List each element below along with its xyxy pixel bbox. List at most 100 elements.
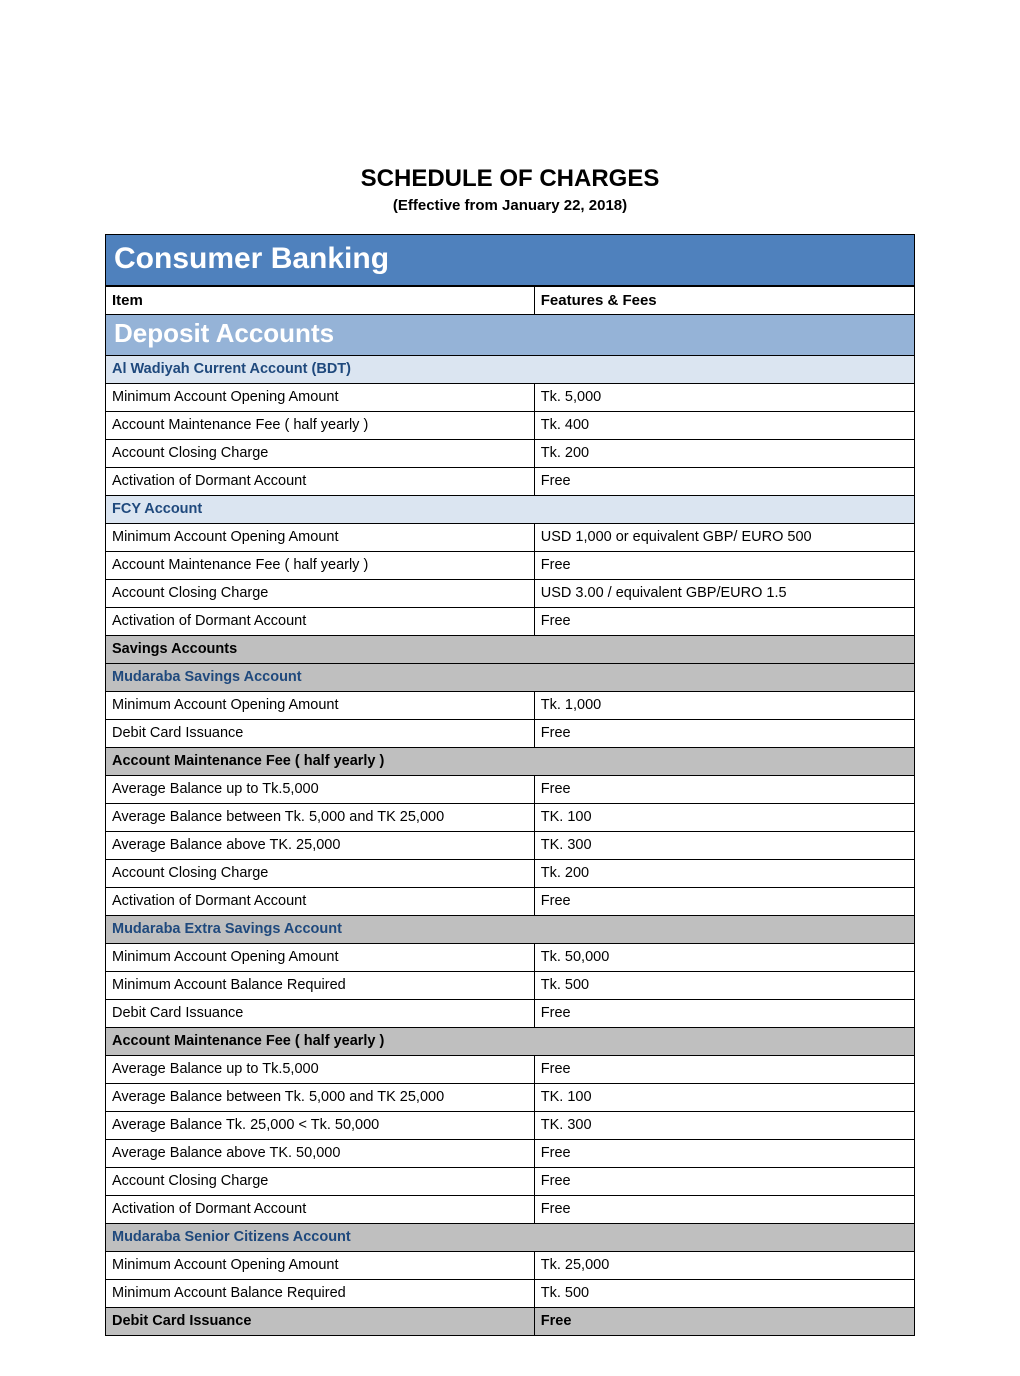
- cell: Account Maintenance Fee ( half yearly ): [106, 1028, 915, 1056]
- table-row: Account Closing ChargeTk. 200: [106, 439, 915, 467]
- cell-item: Average Balance between Tk. 5,000 and TK…: [106, 1084, 535, 1112]
- cell-fee: USD 1,000 or equivalent GBP/ EURO 500: [534, 524, 914, 552]
- charges-table: Consumer BankingItemFeatures & FeesDepos…: [105, 234, 915, 1336]
- cell-fee: TK. 100: [534, 1084, 914, 1112]
- cell-item: Account Closing Charge: [106, 439, 535, 467]
- cell-item: Minimum Account Balance Required: [106, 1280, 535, 1308]
- table-row: Average Balance above TK. 50,000Free: [106, 1140, 915, 1168]
- cell-item: Minimum Account Balance Required: [106, 972, 535, 1000]
- table-row: Minimum Account Opening AmountTk. 1,000: [106, 692, 915, 720]
- cell-item: Average Balance between Tk. 5,000 and TK…: [106, 804, 535, 832]
- table-row: Activation of Dormant AccountFree: [106, 468, 915, 496]
- cell-item: Account Maintenance Fee ( half yearly ): [106, 411, 535, 439]
- cell-fee: Tk. 1,000: [534, 692, 914, 720]
- cell: Mudaraba Senior Citizens Account: [106, 1224, 915, 1252]
- page-title: SCHEDULE OF CHARGES: [105, 165, 915, 193]
- cell: Mudaraba Savings Account: [106, 664, 915, 692]
- table-row: Minimum Account Opening AmountTk. 5,000: [106, 383, 915, 411]
- table-row: Account Maintenance Fee ( half yearly )T…: [106, 411, 915, 439]
- cell-fee: Free: [534, 776, 914, 804]
- table-row: Account Closing ChargeTk. 200: [106, 860, 915, 888]
- cell-item: Account Closing Charge: [106, 580, 535, 608]
- cell-fee: USD 3.00 / equivalent GBP/EURO 1.5: [534, 580, 914, 608]
- page: SCHEDULE OF CHARGES (Effective from Janu…: [0, 0, 1020, 1376]
- cell-fee: Free: [534, 1196, 914, 1224]
- cell-fee: Tk. 25,000: [534, 1252, 914, 1280]
- table-row: Minimum Account Opening AmountTk. 25,000: [106, 1252, 915, 1280]
- cell-item: Debit Card Issuance: [106, 1308, 535, 1336]
- table-row: Al Wadiyah Current Account (BDT): [106, 355, 915, 383]
- table-row: Average Balance above TK. 25,000TK. 300: [106, 832, 915, 860]
- cell-item: Account Closing Charge: [106, 860, 535, 888]
- cell-item: Activation of Dormant Account: [106, 608, 535, 636]
- cell-fee: TK. 300: [534, 832, 914, 860]
- cell-item: Minimum Account Opening Amount: [106, 1252, 535, 1280]
- table-row: Debit Card IssuanceFree: [106, 1000, 915, 1028]
- table-row: Activation of Dormant AccountFree: [106, 888, 915, 916]
- cell-fee: TK. 300: [534, 1112, 914, 1140]
- page-subtitle: (Effective from January 22, 2018): [105, 197, 915, 214]
- cell: Mudaraba Extra Savings Account: [106, 916, 915, 944]
- cell: Deposit Accounts: [106, 315, 915, 356]
- cell-item: Minimum Account Opening Amount: [106, 524, 535, 552]
- cell-fee: Tk. 50,000: [534, 944, 914, 972]
- cell-fee: Free: [534, 888, 914, 916]
- cell-fee: Free: [534, 608, 914, 636]
- cell-fee: TK. 100: [534, 804, 914, 832]
- table-row: Debit Card IssuanceFree: [106, 1308, 915, 1336]
- cell-fee: Tk. 500: [534, 972, 914, 1000]
- table-row: Average Balance up to Tk.5,000Free: [106, 776, 915, 804]
- table-row: Account Closing ChargeFree: [106, 1168, 915, 1196]
- table-row: Account Maintenance Fee ( half yearly )F…: [106, 552, 915, 580]
- cell-fee: Tk. 500: [534, 1280, 914, 1308]
- cell-fee: Free: [534, 1056, 914, 1084]
- cell: Al Wadiyah Current Account (BDT): [106, 355, 915, 383]
- table-row: Average Balance Tk. 25,000 < Tk. 50,000 …: [106, 1112, 915, 1140]
- cell-fee: Free: [534, 1000, 914, 1028]
- table-row: Activation of Dormant AccountFree: [106, 1196, 915, 1224]
- cell-item: Activation of Dormant Account: [106, 1196, 535, 1224]
- cell-fee: Free: [534, 552, 914, 580]
- cell-item: Item: [106, 286, 535, 315]
- cell-item: Debit Card Issuance: [106, 1000, 535, 1028]
- table-row: Mudaraba Senior Citizens Account: [106, 1224, 915, 1252]
- table-row: Savings Accounts: [106, 636, 915, 664]
- cell-item: Average Balance Tk. 25,000 < Tk. 50,000: [106, 1112, 535, 1140]
- table-row: Average Balance between Tk. 5,000 and TK…: [106, 804, 915, 832]
- table-row: ItemFeatures & Fees: [106, 286, 915, 315]
- table-row: Mudaraba Savings Account: [106, 664, 915, 692]
- cell-fee: Free: [534, 720, 914, 748]
- cell-item: Minimum Account Opening Amount: [106, 383, 535, 411]
- table-row: Deposit Accounts: [106, 315, 915, 356]
- cell-item: Account Closing Charge: [106, 1168, 535, 1196]
- table-row: Mudaraba Extra Savings Account: [106, 916, 915, 944]
- cell-fee: Free: [534, 1140, 914, 1168]
- cell-item: Average Balance above TK. 50,000: [106, 1140, 535, 1168]
- cell-item: Minimum Account Opening Amount: [106, 944, 535, 972]
- table-row: Minimum Account Opening AmountTk. 50,000: [106, 944, 915, 972]
- cell-fee: Tk. 200: [534, 439, 914, 467]
- table-row: Account Closing ChargeUSD 3.00 / equival…: [106, 580, 915, 608]
- table-row: Account Maintenance Fee ( half yearly ): [106, 1028, 915, 1056]
- table-row: Minimum Account Opening AmountUSD 1,000 …: [106, 524, 915, 552]
- cell-item: Debit Card Issuance: [106, 720, 535, 748]
- table-row: Consumer Banking: [106, 235, 915, 286]
- cell-fee: Free: [534, 1168, 914, 1196]
- table-row: Average Balance up to Tk.5,000Free: [106, 1056, 915, 1084]
- table-row: Activation of Dormant AccountFree: [106, 608, 915, 636]
- table-row: Minimum Account Balance RequiredTk. 500: [106, 1280, 915, 1308]
- table-row: Minimum Account Balance RequiredTk. 500: [106, 972, 915, 1000]
- table-row: FCY Account: [106, 496, 915, 524]
- cell-fee: Tk. 5,000: [534, 383, 914, 411]
- table-row: Debit Card IssuanceFree: [106, 720, 915, 748]
- cell-fee: Free: [534, 468, 914, 496]
- cell: Savings Accounts: [106, 636, 915, 664]
- table-row: Average Balance between Tk. 5,000 and TK…: [106, 1084, 915, 1112]
- cell-fee: Tk. 200: [534, 860, 914, 888]
- table-row: Account Maintenance Fee ( half yearly ): [106, 748, 915, 776]
- cell: Consumer Banking: [106, 235, 915, 286]
- cell-item: Average Balance up to Tk.5,000: [106, 1056, 535, 1084]
- cell-item: Activation of Dormant Account: [106, 888, 535, 916]
- cell-item: Average Balance above TK. 25,000: [106, 832, 535, 860]
- cell-fee: Features & Fees: [534, 286, 914, 315]
